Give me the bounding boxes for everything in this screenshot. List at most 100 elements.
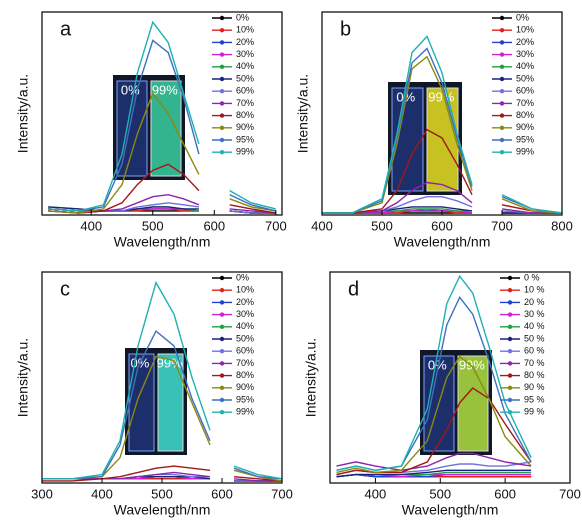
inset-vial-left	[116, 80, 148, 177]
legend-label: 0%	[236, 12, 249, 22]
legend-marker	[507, 324, 513, 329]
legend-marker	[499, 52, 505, 57]
plot-frame	[41, 11, 283, 216]
x-tick-label: 800	[551, 218, 573, 233]
legend-label: 90%	[236, 122, 254, 132]
legend-label: 60%	[516, 86, 534, 96]
inset-label: 99%	[152, 82, 178, 97]
legend-label: 20 %	[524, 297, 545, 307]
legend-marker	[219, 150, 225, 155]
legend-marker	[219, 52, 225, 57]
legend-marker	[219, 28, 225, 33]
legend-marker	[499, 40, 505, 45]
legend-label: 80 %	[524, 370, 545, 380]
legend-label: 30%	[236, 309, 254, 319]
legend-marker	[507, 385, 513, 390]
x-tick-label: 400	[311, 218, 333, 233]
legend-marker	[219, 137, 225, 143]
x-tick-label: 300	[31, 486, 53, 501]
legend-marker	[219, 385, 225, 390]
x-tick-label: 600	[203, 218, 225, 233]
legend-label: 70%	[236, 98, 254, 108]
inset-label: 99%	[428, 89, 454, 104]
legend-marker	[507, 397, 513, 403]
legend-marker	[219, 64, 225, 70]
x-tick-label: 700	[559, 486, 581, 501]
inset-vial-right	[457, 355, 489, 452]
legend-label: 80%	[236, 370, 254, 380]
legend-label: 70%	[236, 358, 254, 368]
panel-letter: a	[60, 18, 72, 40]
legend-label: 20%	[236, 37, 254, 47]
legend-label: 10%	[516, 25, 534, 35]
legend-label: 30%	[516, 49, 534, 59]
legend-label: 95%	[236, 134, 254, 144]
panel-letter: b	[340, 18, 351, 40]
legend-label: 99%	[236, 407, 254, 417]
x-tick-label: 400	[80, 218, 102, 233]
legend-marker	[499, 64, 505, 70]
x-tick-label: 500	[371, 218, 393, 233]
y-axis-label: Intensity/a.u.	[15, 74, 31, 153]
legend-marker	[507, 300, 513, 305]
legend-marker	[219, 373, 225, 378]
legend-label: 99 %	[524, 407, 545, 417]
legend-marker	[219, 336, 225, 342]
inset-label: 0%	[428, 357, 447, 372]
legend-label: 50%	[236, 333, 254, 343]
legend-marker	[219, 101, 225, 106]
legend-marker	[219, 410, 225, 415]
legend-marker	[219, 76, 225, 82]
legend-marker	[219, 397, 225, 403]
x-tick-label: 600	[494, 486, 516, 501]
legend-label: 90%	[516, 122, 534, 132]
legend-label: 40%	[516, 61, 534, 71]
x-axis-label: Wavelength/nm	[114, 502, 211, 518]
legend-marker	[499, 76, 505, 82]
legend-label: 60 %	[524, 346, 545, 356]
legend-label: 80%	[516, 110, 534, 120]
legend-marker	[507, 336, 513, 342]
legend-marker	[499, 150, 505, 155]
legend-marker	[499, 113, 505, 118]
plot-frame	[329, 271, 571, 484]
legend-marker	[507, 349, 513, 354]
legend-label: 95%	[516, 134, 534, 144]
x-tick-label: 500	[429, 486, 451, 501]
x-tick-label: 400	[365, 486, 387, 501]
legend-label: 0%	[516, 12, 529, 22]
y-axis-label: Intensity/a.u.	[303, 338, 319, 417]
legend-label: 60%	[236, 346, 254, 356]
legend-marker	[219, 349, 225, 354]
x-axis-label: Wavelength/nm	[114, 234, 211, 250]
legend-marker	[499, 101, 505, 106]
legend-label: 40%	[236, 61, 254, 71]
x-tick-label: 600	[431, 218, 453, 233]
x-tick-label: 500	[151, 486, 173, 501]
legend-label: 10%	[236, 285, 254, 295]
legend-marker	[499, 137, 505, 143]
legend-label: 70%	[516, 98, 534, 108]
spectrum-line	[322, 35, 563, 214]
legend-label: 95 %	[524, 394, 545, 404]
legend-label: 95%	[236, 394, 254, 404]
legend-label: 40%	[236, 321, 254, 331]
legend-marker	[219, 288, 225, 293]
spectrum-line	[48, 20, 276, 212]
y-axis-label: Intensity/a.u.	[15, 338, 31, 417]
legend-marker	[507, 288, 513, 293]
legend-marker	[219, 361, 225, 366]
legend-label: 0%	[236, 272, 249, 282]
panel-letter: c	[60, 278, 70, 300]
legend-label: 90%	[236, 382, 254, 392]
legend-label: 50%	[236, 73, 254, 83]
x-tick-label: 700	[491, 218, 513, 233]
legend-marker	[507, 373, 513, 378]
legend-label: 30 %	[524, 309, 545, 319]
legend-marker	[507, 410, 513, 415]
legend-marker	[507, 312, 513, 317]
y-axis-label: Intensity/a.u.	[295, 74, 311, 153]
legend-label: 70 %	[524, 358, 545, 368]
legend-label: 80%	[236, 110, 254, 120]
